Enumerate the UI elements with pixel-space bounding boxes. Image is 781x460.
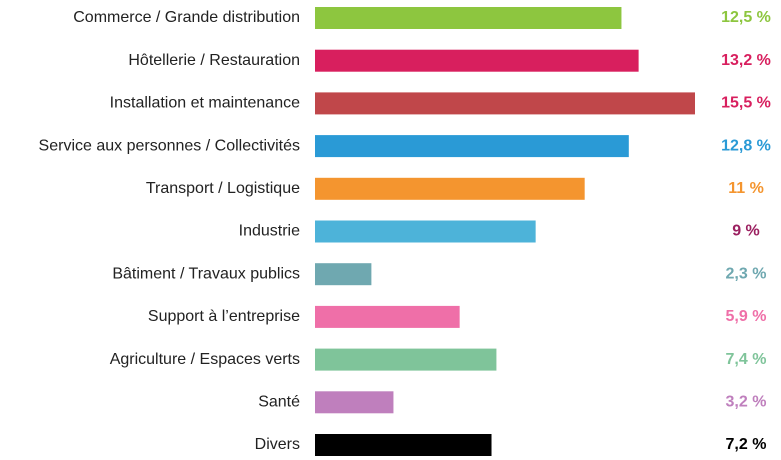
category-label: Divers [255,436,300,453]
bar [315,7,622,29]
category-label: Support à l’entreprise [148,308,300,325]
bar [315,177,585,200]
bar [315,263,372,286]
category-label: Agriculture / Espaces verts [110,351,300,368]
value-label: 11 % [728,180,764,197]
bar [315,220,536,243]
category-label: Hôtellerie / Restauration [128,52,300,69]
bar [315,305,460,328]
value-label: 13,2 % [721,52,771,69]
value-label: 5,9 % [726,308,767,325]
value-label: 3,2 % [726,394,767,411]
bar [315,92,695,115]
bar [315,348,497,371]
category-label: Industrie [239,223,300,240]
bar [315,434,492,456]
value-label: 12,8 % [721,137,771,154]
bar [315,391,394,414]
category-label: Bâtiment / Travaux publics [112,265,300,282]
value-label: 7,2 % [726,436,767,453]
bar [315,49,639,72]
value-label: 2,3 % [726,265,767,282]
value-label: 12,5 % [721,9,771,26]
category-label: Santé [258,394,300,411]
bar [315,135,629,158]
category-label: Transport / Logistique [146,180,300,197]
category-label: Service aux personnes / Collectivités [39,137,300,154]
category-label: Installation et maintenance [110,95,300,112]
value-label: 7,4 % [726,351,767,368]
value-label: 15,5 % [721,95,771,112]
category-label: Commerce / Grande distribution [73,9,300,26]
value-label: 9 % [732,223,760,240]
